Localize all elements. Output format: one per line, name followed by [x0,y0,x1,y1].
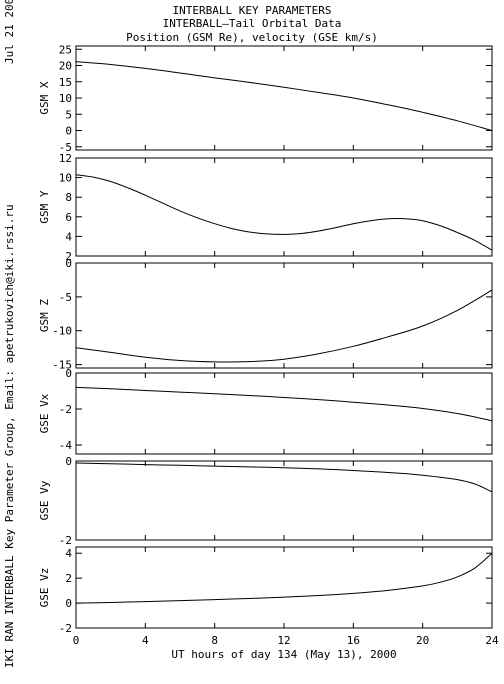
chart-title-line3: Position (GSM Re), velocity (GSE km/s) [126,31,378,44]
y-axis-label: GSE Vx [38,393,51,433]
panel-6: 4 2 0 -2 GSE Vz [38,546,493,635]
panel-5: 0 -2 GSE Vy [38,455,493,547]
y-tick-label: -2 [59,622,72,635]
y-tick-label: 4 [65,230,72,243]
y-axis-label: GSM X [38,81,51,114]
y-tick-label: -2 [59,534,72,547]
panel-frame [75,460,493,541]
series-line [75,289,493,363]
panel-frame [75,546,493,629]
y-tick-label: -2 [59,403,72,416]
chart-title-line2: INTERBALL—Tail Orbital Data [163,17,342,30]
y-tick-label: 10 [59,92,72,105]
y-tick-label: -10 [52,325,72,338]
x-tick-label: 16 [347,634,360,647]
x-tick-label: 8 [211,634,218,647]
y-tick-label: -4 [59,439,73,452]
y-tick-label: 15 [59,76,72,89]
series-line [75,174,493,251]
y-tick-label: 4 [65,547,72,560]
date-stamp: Jul 21 2000 [3,0,16,64]
y-tick-label: -5 [59,291,72,304]
y-tick-label: 0 [65,257,72,270]
panel-frame [75,157,493,257]
y-tick-label: 12 [59,152,72,165]
y-axis-label: GSE Vz [38,568,51,608]
x-tick-label: 24 [485,634,499,647]
y-tick-label: 0 [65,597,72,610]
y-tick-label: -15 [52,359,72,372]
y-tick-label: 25 [59,43,72,56]
y-tick-label: 10 [59,172,72,185]
panel-4: 0 -2 -4 GSE Vx [38,367,493,455]
y-axis-label: GSM Y [38,190,51,223]
x-tick-label: 20 [416,634,429,647]
panel-frame [75,372,493,455]
x-tick-label: 12 [277,634,290,647]
y-tick-label: 6 [65,211,72,224]
y-tick-label: 2 [65,572,72,585]
series-line [75,552,493,604]
x-axis-label: UT hours of day 134 (May 13), 2000 [171,648,396,661]
y-tick-label: 0 [65,125,72,138]
chart-title-line1: INTERBALL KEY PARAMETERS [173,4,332,17]
y-tick-label: 0 [65,455,72,468]
series-line [75,61,493,131]
y-tick-label: 2 [65,250,72,263]
series-line [75,386,493,422]
y-tick-label: 5 [65,108,72,121]
panel-2: 12 10 8 6 4 2 GSM Y [38,152,493,263]
y-axis-label: GSM Z [38,299,51,332]
panel-frame [75,45,493,151]
x-tick-label: 0 [73,634,80,647]
x-tick-label: 4 [142,634,149,647]
y-axis-label: GSE Vy [38,480,51,520]
y-tick-label: 8 [65,191,72,204]
panel-1: 25 20 15 10 5 0 -5 GSM X [38,43,493,154]
panel-3: 0 -5 -10 -15 GSM Z [38,257,493,372]
panel-frame [75,262,493,369]
y-tick-label: 0 [65,367,72,380]
credit-line: IKI RAN INTERBALL Key Parameter Group, E… [3,204,16,668]
y-tick-label: -5 [59,141,72,154]
series-line [75,462,493,493]
y-tick-label: 20 [59,60,72,73]
